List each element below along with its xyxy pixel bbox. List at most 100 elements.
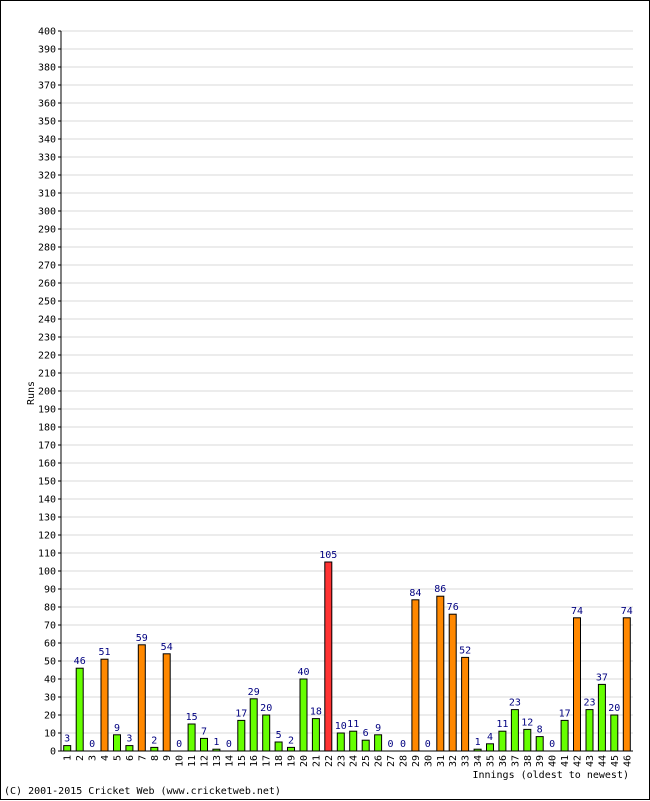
- value-label: 54: [161, 642, 173, 653]
- value-label: 2: [151, 735, 157, 746]
- value-label: 1: [213, 737, 219, 748]
- bar: [125, 745, 134, 752]
- x-tick-label: 17: [262, 755, 273, 767]
- y-tick-label: 360: [38, 99, 56, 110]
- x-tick-label: 18: [274, 755, 285, 767]
- value-label: 1: [475, 737, 481, 748]
- y-tick-label: 100: [38, 567, 56, 578]
- x-tick-label: 45: [610, 755, 621, 767]
- x-tick-label: 4: [100, 755, 111, 761]
- y-tick-label: 270: [38, 261, 56, 272]
- y-tick-label: 290: [38, 225, 56, 236]
- x-tick-label: 33: [461, 755, 472, 767]
- value-label: 0: [400, 739, 406, 750]
- bar: [448, 613, 457, 752]
- bar: [597, 683, 606, 752]
- value-label: 0: [176, 739, 182, 750]
- x-tick-label: 19: [287, 755, 298, 767]
- value-label: 46: [74, 656, 86, 667]
- x-tick-label: 16: [249, 755, 260, 767]
- value-label: 9: [114, 723, 120, 734]
- bar: [622, 617, 631, 752]
- value-label: 7: [201, 726, 207, 737]
- y-tick-labels: 0 10 20 30 40 50 60 70 80 90 100 110 120 130 140 150 160…: [38, 27, 61, 758]
- x-tick-label: 29: [411, 755, 422, 767]
- x-tick-label: 13: [212, 755, 223, 767]
- value-label: 9: [375, 723, 381, 734]
- bar: [63, 745, 72, 752]
- bars: [63, 561, 631, 752]
- x-tick-label: 39: [535, 755, 546, 767]
- x-tick-label: 30: [423, 755, 434, 767]
- bar: [436, 595, 445, 752]
- y-tick-label: 160: [38, 459, 56, 470]
- bar: [486, 743, 494, 752]
- x-tick-label: 6: [125, 755, 136, 761]
- value-label: 0: [425, 739, 431, 750]
- x-tick-label: 37: [510, 755, 521, 767]
- value-label: 0: [549, 739, 555, 750]
- y-tick-label: 370: [38, 81, 56, 92]
- value-label: 23: [583, 698, 595, 709]
- y-tick-label: 80: [44, 603, 56, 614]
- y-tick-label: 320: [38, 171, 56, 182]
- y-tick-label: 330: [38, 153, 56, 164]
- x-tick-label: 26: [374, 755, 385, 767]
- bar: [200, 737, 208, 752]
- value-label: 10: [335, 721, 347, 732]
- value-label: 40: [297, 667, 309, 678]
- y-tick-label: 90: [44, 585, 56, 596]
- x-tick-label: 42: [573, 755, 584, 767]
- bar: [535, 736, 544, 752]
- y-tick-label: 110: [38, 549, 56, 560]
- x-tick-label: 44: [597, 755, 608, 767]
- y-tick-label: 170: [38, 441, 56, 452]
- y-tick-label: 310: [38, 189, 56, 200]
- bar: [324, 561, 333, 752]
- x-tick-label: 34: [473, 755, 484, 767]
- value-label: 3: [126, 734, 132, 745]
- x-tick-label: 3: [88, 755, 99, 761]
- y-tick-label: 250: [38, 297, 56, 308]
- x-tick-label: 9: [162, 755, 173, 761]
- y-tick-label: 180: [38, 423, 56, 434]
- bar: [274, 741, 283, 752]
- bar: [411, 599, 420, 752]
- y-tick-label: 50: [44, 657, 56, 668]
- x-tick-label: 1: [63, 755, 74, 761]
- x-tick-label: 31: [436, 755, 447, 767]
- x-tick-label: 41: [560, 755, 571, 767]
- bar: [523, 728, 532, 752]
- bar: [336, 732, 345, 752]
- x-tick-label: 8: [150, 755, 161, 761]
- bar: [349, 730, 358, 752]
- y-tick-label: 400: [38, 27, 56, 38]
- value-label: 5: [276, 730, 282, 741]
- x-tick-label: 35: [486, 755, 497, 767]
- x-tick-label: 28: [399, 755, 410, 767]
- y-tick-label: 240: [38, 315, 56, 326]
- value-label: 0: [387, 739, 393, 750]
- value-label: 17: [235, 708, 247, 719]
- value-label: 74: [621, 606, 633, 617]
- x-tick-label: 23: [336, 755, 347, 767]
- y-tick-label: 150: [38, 477, 56, 488]
- value-label: 20: [260, 703, 272, 714]
- x-tick-label: 2: [75, 755, 86, 761]
- bar: [311, 718, 320, 752]
- bar: [610, 714, 619, 752]
- x-tick-label: 10: [175, 755, 186, 767]
- x-tick-label: 40: [548, 755, 559, 767]
- value-label: 11: [347, 719, 359, 730]
- y-axis-title: Runs: [26, 381, 37, 405]
- value-label: 20: [608, 703, 620, 714]
- bar: [573, 617, 581, 752]
- value-label: 23: [509, 698, 521, 709]
- x-tick-label: 27: [386, 755, 397, 767]
- value-label: 3: [64, 734, 70, 745]
- y-tick-label: 40: [44, 675, 56, 686]
- x-tick-label: 14: [224, 755, 235, 767]
- value-label: 76: [447, 602, 459, 613]
